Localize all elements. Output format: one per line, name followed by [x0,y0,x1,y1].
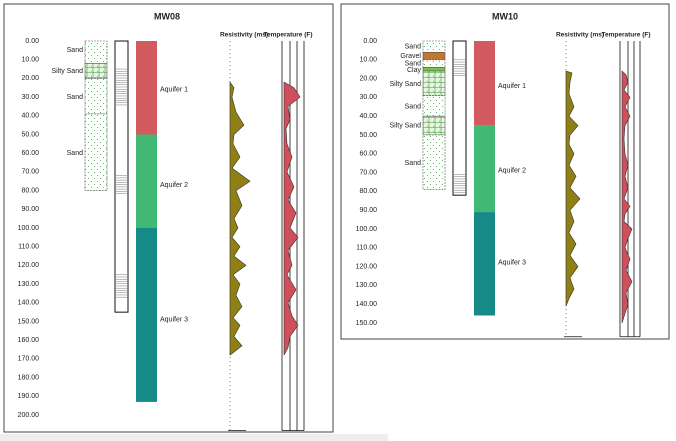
depth-label: 80.00 [21,187,39,194]
lithology-layer [84,78,108,115]
depth-label: 40.00 [21,113,39,120]
lithology-label: Sand [67,47,83,54]
depth-label: 120.00 [356,263,378,270]
lithology-layer [422,40,446,53]
depth-label: 160.00 [18,337,40,344]
depth-label: 130.00 [356,282,378,289]
aquifer-label: Aquifer 3 [160,316,188,323]
aquifer [136,134,157,228]
lithology-label: Sand [405,104,421,111]
lithology-layer [422,134,446,190]
temperature-curve [621,70,633,324]
depth-label: 20.00 [21,75,39,82]
depth-label: 50.00 [359,132,377,139]
resistivity-curve [565,70,581,307]
depth-label: 30.00 [21,94,39,101]
aquifer [474,41,495,126]
depth-label: 200.00 [18,412,40,419]
panel-border [340,3,670,340]
resistivity-curve [229,81,251,356]
depth-label: 60.00 [359,151,377,158]
depth-label: 40.00 [359,113,377,120]
depth-label: 90.00 [21,206,39,213]
lithology-layer [84,113,108,191]
aquifer-label: Aquifer 3 [498,260,526,267]
depth-label: 10.00 [359,57,377,64]
temperature-header: Temperature (F) [602,32,651,39]
depth-label: 180.00 [18,374,40,381]
well-casing [452,40,467,196]
depth-label: 30.00 [359,94,377,101]
lithology-layer [84,40,108,64]
depth-label: 150.00 [356,320,378,327]
resistivity-header: Resistivity (ms) [220,32,268,39]
lithology-layer [422,67,446,72]
depth-label: 170.00 [18,356,40,363]
depth-label: 20.00 [359,75,377,82]
depth-label: 70.00 [21,169,39,176]
depth-label: 10.00 [21,57,39,64]
lithology-label: Gravel [400,53,421,60]
depth-label: 0.00 [25,38,39,45]
lithology-label: Silty Sand [389,122,421,129]
aquifer-label: Aquifer 2 [498,168,526,175]
lithology-layer [422,59,446,68]
depth-label: 150.00 [18,318,40,325]
depth-label: 100.00 [18,225,40,232]
lithology-layer [422,95,446,117]
well-casing [114,40,129,313]
depth-label: 140.00 [18,300,40,307]
depth-label: 110.00 [18,244,39,251]
panel-border [3,3,334,433]
lithology-layer [422,70,446,96]
lithology-label: Sand [67,150,83,157]
aquifer-label: Aquifer 2 [160,182,188,189]
lithology-label: Clay [407,67,422,74]
lithology-layer [422,115,446,136]
depth-label: 120.00 [18,262,40,269]
depth-label: 110.00 [356,245,377,252]
lithology-layer [84,63,108,79]
bottom-strip [0,434,388,441]
lithology-label: Sand [405,60,421,67]
depth-label: 140.00 [356,301,378,308]
temperature-header: Temperature (F) [264,32,313,39]
lithology-layer [422,51,446,61]
aquifer [136,41,157,135]
depth-label: 70.00 [359,169,377,176]
depth-label: 190.00 [18,393,40,400]
lithology-label: Sand [405,160,421,167]
lithology-label: Sand [405,43,421,50]
depth-label: 80.00 [359,188,377,195]
lithology-label: Silty Sand [51,68,83,75]
aquifer [474,212,495,316]
aquifer [136,228,157,402]
depth-label: 130.00 [18,281,40,288]
temperature-curve [283,81,301,356]
lithology-label: Sand [67,94,83,101]
aquifer-label: Aquifer 1 [160,86,188,93]
panel-title: MW10 [492,11,518,21]
depth-label: 100.00 [356,226,378,233]
depth-label: 50.00 [21,131,39,138]
aquifer-label: Aquifer 1 [498,83,526,90]
depth-label: 0.00 [363,38,377,45]
aquifer [474,125,495,213]
resistivity-header: Resistivity (ms) [556,32,604,39]
panel-title: MW08 [154,11,180,21]
depth-label: 60.00 [21,150,39,157]
depth-label: 90.00 [359,207,377,214]
lithology-label: Silty Sand [389,81,421,88]
